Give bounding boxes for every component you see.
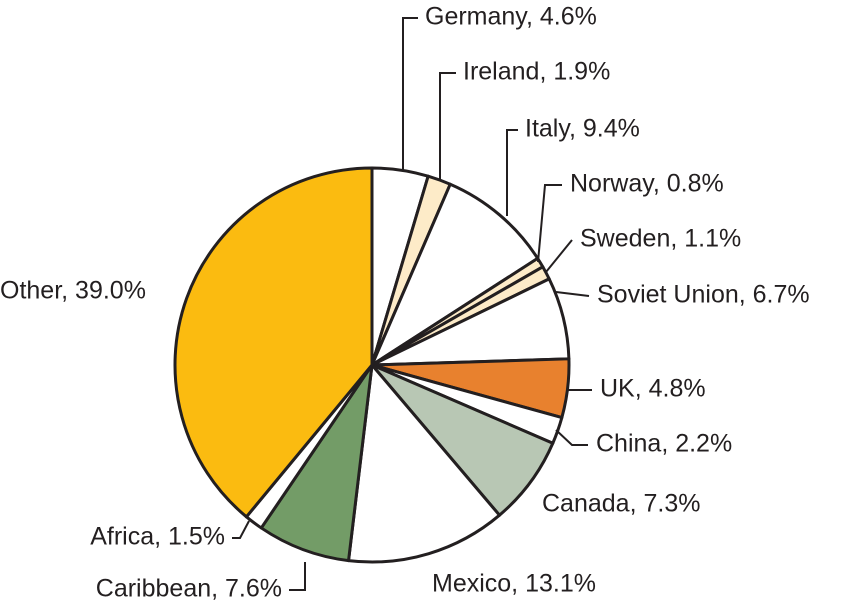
slice-label: Sweden, 1.1%	[580, 225, 741, 253]
pie-slice	[370, 182, 540, 367]
leader-line	[537, 184, 562, 263]
slice-label: Italy, 9.4%	[525, 115, 640, 143]
slice-label: Africa, 1.5%	[90, 523, 225, 551]
slice-label: Ireland, 1.9%	[463, 58, 610, 86]
slice-label: Caribbean, 7.6%	[96, 575, 282, 603]
pie-slice	[347, 363, 501, 564]
pie-slice	[173, 166, 374, 519]
slice-label: Soviet Union, 6.7%	[597, 281, 810, 309]
leader-line	[402, 17, 418, 170]
slice-label: China, 2.2%	[596, 430, 732, 458]
slice-label: UK, 4.8%	[600, 375, 706, 403]
leader-line	[506, 129, 518, 216]
slice-label: Germany, 4.6%	[425, 3, 597, 31]
slice-label: Norway, 0.8%	[570, 170, 724, 198]
leader-line	[439, 72, 456, 181]
slice-label: Mexico, 13.1%	[432, 570, 596, 598]
leader-line	[289, 562, 306, 591]
leader-line	[232, 520, 250, 539]
slice-label: Canada, 7.3%	[542, 490, 700, 518]
slice-label: Other, 39.0%	[0, 277, 146, 305]
leader-line	[555, 429, 588, 446]
leader-line	[545, 239, 573, 273]
leader-line	[555, 291, 590, 297]
pie-slice	[259, 363, 374, 563]
